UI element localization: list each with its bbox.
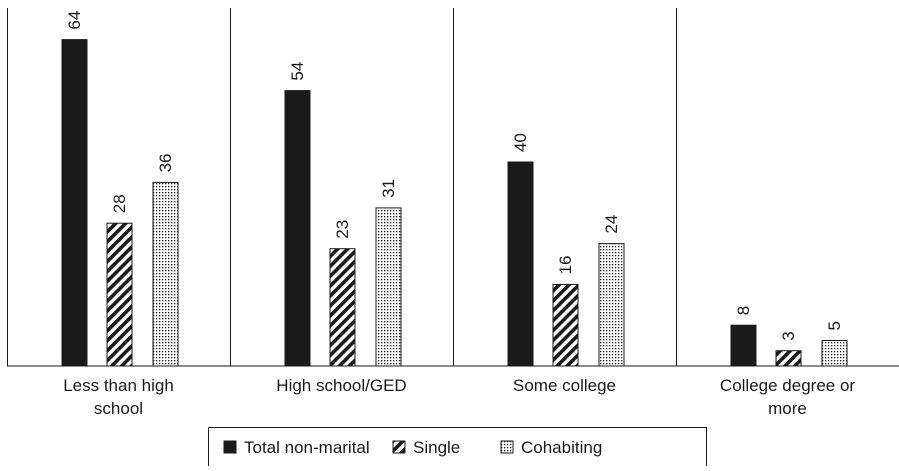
legend: Total non-marital Single Cohabiting <box>208 427 707 467</box>
category-label: school <box>94 399 143 418</box>
category-label: Less than high <box>63 376 174 395</box>
value-label: 28 <box>110 194 129 213</box>
legend-label-single: Single <box>413 438 460 457</box>
value-label: 64 <box>65 11 84 30</box>
bar-single-2 <box>552 283 579 367</box>
bar-total-non-marital-3 <box>730 324 757 367</box>
legend-box <box>208 427 707 467</box>
legend-swatch-total-non-marital <box>223 440 237 454</box>
value-label: 24 <box>602 215 621 234</box>
bar-cohabiting-2 <box>598 243 625 367</box>
bar-cohabiting-1 <box>375 207 402 367</box>
category-label: High school/GED <box>276 376 406 395</box>
bar-single-3 <box>775 350 802 367</box>
bar-total-non-marital-0 <box>61 39 88 367</box>
bars-layer <box>61 39 848 367</box>
legend-swatch-single <box>392 440 406 454</box>
value-label: 5 <box>825 321 844 330</box>
value-labels-layer: 64 28 36 54 23 31 40 16 24 8 3 5 <box>65 11 844 341</box>
bar-single-1 <box>329 248 356 367</box>
value-label: 54 <box>288 62 307 81</box>
category-labels-layer: Less than high school High school/GED Some … <box>63 376 855 418</box>
bar-cohabiting-3 <box>821 340 848 367</box>
bar-total-non-marital-2 <box>507 161 534 367</box>
legend-swatch-cohabiting <box>500 440 514 454</box>
value-label: 31 <box>379 179 398 198</box>
legend-label-total-non-marital: Total non-marital <box>244 438 370 457</box>
value-label: 40 <box>511 133 530 152</box>
category-label: College degree or <box>720 376 855 395</box>
category-label: more <box>768 399 807 418</box>
value-label: 36 <box>156 153 175 172</box>
group-dividers <box>7 8 677 366</box>
value-label: 23 <box>333 220 352 239</box>
category-label: Some college <box>513 376 616 395</box>
legend-label-cohabiting: Cohabiting <box>521 438 602 457</box>
bar-total-non-marital-1 <box>284 90 311 367</box>
value-label: 8 <box>734 306 753 315</box>
bar-single-0 <box>106 222 133 367</box>
value-label: 16 <box>556 255 575 274</box>
bar-cohabiting-0 <box>152 181 179 367</box>
value-label: 3 <box>779 331 798 340</box>
